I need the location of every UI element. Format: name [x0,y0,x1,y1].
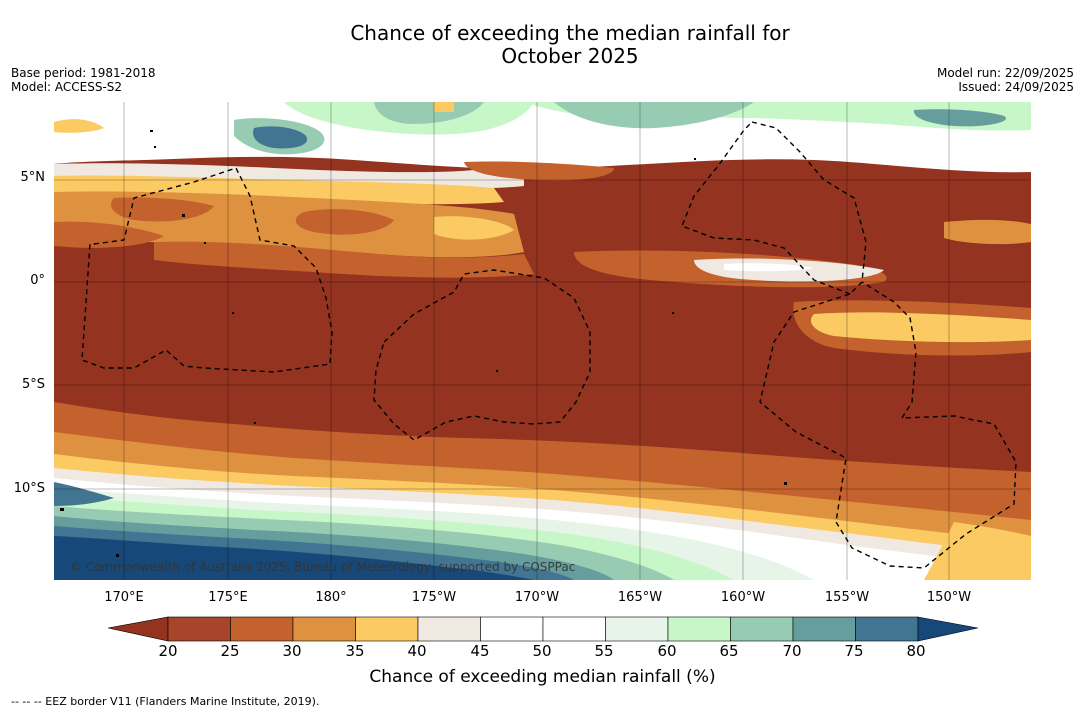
cb-tick-50: 50 [532,642,552,660]
title-line-1: Chance of exceeding the median rainfall … [350,21,790,45]
colorbar-svg [107,616,979,642]
north-blue-a [253,126,308,149]
colorbar-bin-20-25 [167,616,231,642]
south-deep-blue [54,536,534,580]
title-line-2: October 2025 [501,44,639,68]
colorbar-bin-35-40 [355,616,419,642]
colorbar-bin-30-35 [292,616,356,642]
lon-label-170e: 170°E [104,590,144,605]
cb-tick-40: 40 [407,642,427,660]
map-title: Chance of exceeding the median rainfall … [270,22,870,68]
cb-tick-65: 65 [719,642,739,660]
south-east-yellow [924,522,1031,580]
cb-tick-35: 35 [345,642,365,660]
lat-label-5n: 5°N [20,170,46,185]
meta-right: Model run: 22/09/2025 Issued: 24/09/2025 [937,66,1074,94]
lat-label-0: 0° [30,273,45,288]
model-run: Model run: 22/09/2025 [936,66,1074,80]
eez-kiribati-gilbert [81,167,333,373]
lon-label-170w: 170°W [514,590,560,605]
cb-tick-45: 45 [470,642,490,660]
colorbar-bin-55-60 [605,616,669,642]
north-yellow-patch [434,216,514,240]
north-teal-d [913,109,1006,127]
colorbar-bin-40-45 [417,616,481,642]
colorbar-bin-45-50 [480,616,544,642]
north-teal-c [374,102,484,124]
eez-footnote: -- -- -- EEZ border V11 (Flanders Marine… [11,695,320,708]
eq-white-streak [724,263,814,272]
model-name: Model: ACCESS-S2 [11,80,123,94]
south-west-blue [54,482,114,506]
east-orange-patch [944,219,1031,245]
north-yellow-b [54,119,104,133]
lon-label-175w: 175°W [411,590,457,605]
copyright-notice: © Commonwealth of Australia 2025, Bureau… [70,560,576,574]
colorbar-bin-75-80 [855,616,919,642]
colorbar-bin-50-55 [542,616,606,642]
east-yellow-band [810,312,1031,343]
lon-label-160w: 160°W [720,590,766,605]
lon-label-150w: 150°W [926,590,972,605]
cb-tick-60: 60 [657,642,677,660]
map-svg [54,102,1031,580]
colorbar-bins [167,616,919,642]
north-east-rust [464,161,614,181]
eez-kiribati-line [681,121,1017,569]
eez-kiribati-phoenix [373,269,591,441]
cb-tick-80: 80 [906,642,926,660]
eez-borders [81,121,1017,569]
cb-tick-70: 70 [782,642,802,660]
issued-date: Issued: 24/09/2025 [958,80,1074,94]
colorbar-title: Chance of exceeding median rainfall (%) [369,667,716,687]
colorbar-bin-65-70 [730,616,794,642]
base-period: Base period: 1981-2018 [11,66,156,80]
north-rust-c [54,221,164,248]
north-teal-a [554,102,754,129]
cb-tick-25: 25 [220,642,240,660]
cb-tick-55: 55 [594,642,614,660]
colorbar-under-arrow [107,616,169,642]
islands [60,130,787,557]
colorbar-bin-25-30 [230,616,294,642]
north-rust-d [154,241,534,278]
lat-label-5s: 5°S [21,377,45,392]
lon-label-165w: 165°W [617,590,663,605]
colorbar-bin-70-75 [792,616,856,642]
colorbar [107,610,979,670]
lat-label-10s: 10°S [13,481,45,496]
graticule [54,102,1031,580]
meta-left: Base period: 1981-2018 Model: ACCESS-S2 [11,66,156,94]
north-rust-a [110,197,214,222]
colorbar-bin-60-65 [667,616,731,642]
lon-label-155w: 155°W [824,590,870,605]
cb-tick-75: 75 [844,642,864,660]
lon-label-180: 180° [315,590,347,605]
cb-tick-20: 20 [158,642,178,660]
rainfall-map[interactable] [54,102,1031,580]
north-yellow-a [434,102,454,112]
cb-tick-30: 30 [282,642,302,660]
colorbar-over-arrow [917,616,979,642]
north-band-white [54,102,1031,173]
north-rust-b [295,209,394,235]
lon-label-175e: 175°E [208,590,248,605]
